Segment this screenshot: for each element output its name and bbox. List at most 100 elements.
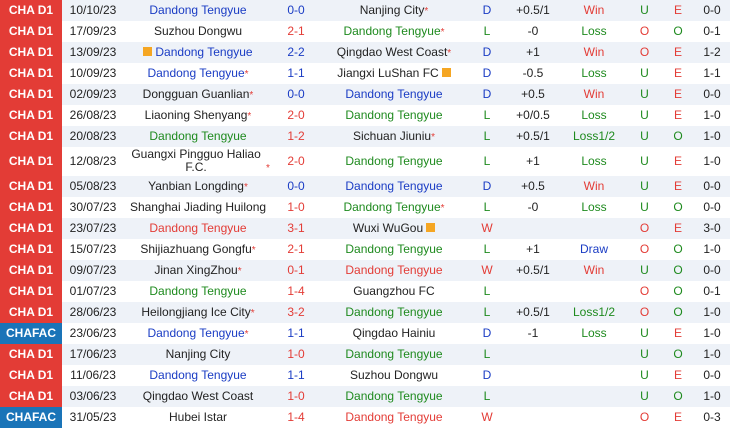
home-team[interactable]: Shijiazhuang Gongfu* (124, 239, 272, 260)
away-team[interactable]: Dandong Tengyue (320, 386, 468, 407)
home-team[interactable]: Qingdao West Coast (124, 386, 272, 407)
away-team[interactable]: Dandong Tengyue (320, 84, 468, 105)
home-team-name[interactable]: Suzhou Dongwu (153, 24, 243, 38)
home-team-name[interactable]: Shanghai Jiading Huilong (129, 200, 267, 214)
league-badge[interactable]: CHA D1 (0, 126, 62, 147)
home-team-name[interactable]: Heilongjiang Ice City (141, 304, 251, 319)
score[interactable]: 1-4 (272, 407, 320, 428)
score[interactable]: 0-0 (272, 84, 320, 105)
home-team-name[interactable]: Guangxi Pingguo Haliao F.C. (131, 147, 261, 174)
home-team[interactable]: Dandong Tengyue (124, 281, 272, 302)
score[interactable]: 2-0 (272, 147, 320, 176)
league-badge[interactable]: CHA D1 (0, 302, 62, 323)
home-team[interactable]: Dandong Tengyue (124, 0, 272, 21)
away-team-name[interactable]: Dandong Tengyue (345, 179, 443, 193)
score[interactable]: 0-1 (272, 260, 320, 281)
away-team-name[interactable]: Dandong Tengyue (345, 305, 443, 319)
home-team-name[interactable]: Dandong Tengyue (147, 325, 245, 340)
away-team-name[interactable]: Dandong Tengyue (345, 87, 443, 101)
home-team[interactable]: Dandong Tengyue (124, 126, 272, 147)
home-team[interactable]: Dandong Tengyue* (124, 63, 272, 84)
away-team[interactable]: Dandong Tengyue (320, 147, 468, 176)
score[interactable]: 2-1 (272, 21, 320, 42)
home-team[interactable]: Liaoning Shenyang* (124, 105, 272, 126)
away-team[interactable]: Wuxi WuGou (320, 218, 468, 239)
away-team-name[interactable]: Jiangxi LuShan FC (337, 66, 439, 80)
away-team-name[interactable]: Dandong Tengyue (343, 23, 441, 38)
league-badge[interactable]: CHA D1 (0, 63, 62, 84)
score[interactable]: 2-1 (272, 239, 320, 260)
league-badge[interactable]: CHA D1 (0, 0, 62, 21)
away-team-name[interactable]: Dandong Tengyue (345, 347, 443, 361)
score[interactable]: 3-2 (272, 302, 320, 323)
away-team-name[interactable]: Dandong Tengyue (345, 410, 443, 424)
away-team[interactable]: Dandong Tengyue* (320, 21, 468, 42)
league-badge[interactable]: CHA D1 (0, 84, 62, 105)
away-team[interactable]: Jiangxi LuShan FC (320, 63, 468, 84)
score[interactable]: 1-0 (272, 197, 320, 218)
league-badge[interactable]: CHA D1 (0, 147, 62, 176)
away-team-name[interactable]: Qingdao Hainiu (352, 326, 436, 340)
home-team-name[interactable]: Dandong Tengyue (149, 368, 247, 382)
home-team[interactable]: Shanghai Jiading Huilong (124, 197, 272, 218)
league-badge[interactable]: CHAFAC (0, 407, 62, 428)
home-team[interactable]: Dandong Tengyue (124, 218, 272, 239)
home-team[interactable]: Dandong Tengyue* (124, 323, 272, 344)
score[interactable]: 1-1 (272, 365, 320, 386)
away-team-name[interactable]: Dandong Tengyue (345, 108, 443, 122)
score[interactable]: 1-0 (272, 386, 320, 407)
away-team[interactable]: Dandong Tengyue (320, 176, 468, 197)
home-team-name[interactable]: Qingdao West Coast (142, 389, 254, 403)
away-team[interactable]: Dandong Tengyue (320, 105, 468, 126)
league-badge[interactable]: CHA D1 (0, 218, 62, 239)
score[interactable]: 1-0 (272, 344, 320, 365)
away-team-name[interactable]: Dandong Tengyue (343, 199, 441, 214)
league-badge[interactable]: CHA D1 (0, 344, 62, 365)
away-team-name[interactable]: Guangzhou FC (353, 284, 435, 298)
away-team[interactable]: Dandong Tengyue* (320, 197, 468, 218)
home-team[interactable]: Guangxi Pingguo Haliao F.C. * (124, 147, 272, 176)
away-team[interactable]: Dandong Tengyue (320, 407, 468, 428)
home-team-name[interactable]: Jinan XingZhou (154, 262, 238, 277)
away-team[interactable]: Dandong Tengyue (320, 260, 468, 281)
league-badge[interactable]: CHA D1 (0, 386, 62, 407)
away-team-name[interactable]: Qingdao West Coast (336, 44, 448, 59)
home-team-name[interactable]: Dandong Tengyue (147, 65, 245, 80)
score[interactable]: 2-0 (272, 105, 320, 126)
league-badge[interactable]: CHAFAC (0, 323, 62, 344)
home-team-name[interactable]: Liaoning Shenyang (144, 107, 248, 122)
home-team-name[interactable]: Dongguan Guanlian (142, 86, 250, 101)
home-team[interactable]: Hubei Istar (124, 407, 272, 428)
away-team[interactable]: Guangzhou FC (320, 281, 468, 302)
league-badge[interactable]: CHA D1 (0, 365, 62, 386)
away-team[interactable]: Dandong Tengyue (320, 239, 468, 260)
away-team[interactable]: Qingdao West Coast* (320, 42, 468, 63)
league-badge[interactable]: CHA D1 (0, 239, 62, 260)
home-team[interactable]: Dandong Tengyue (124, 42, 272, 63)
away-team-name[interactable]: Wuxi WuGou (352, 221, 424, 235)
home-team-name[interactable]: Dandong Tengyue (155, 45, 253, 59)
away-team[interactable]: Dandong Tengyue (320, 302, 468, 323)
home-team-name[interactable]: Dandong Tengyue (149, 129, 247, 143)
home-team[interactable]: Dandong Tengyue (124, 365, 272, 386)
home-team-name[interactable]: Dandong Tengyue (149, 284, 247, 298)
away-team-name[interactable]: Dandong Tengyue (345, 389, 443, 403)
home-team-name[interactable]: Hubei Istar (168, 410, 228, 424)
home-team-name[interactable]: Nanjing City (165, 347, 231, 361)
home-team-name[interactable]: Shijiazhuang Gongfu (140, 241, 252, 256)
home-team-name[interactable]: Dandong Tengyue (149, 221, 247, 235)
away-team-name[interactable]: Dandong Tengyue (345, 154, 443, 168)
away-team-name[interactable]: Dandong Tengyue (345, 242, 443, 256)
score[interactable]: 1-1 (272, 323, 320, 344)
league-badge[interactable]: CHA D1 (0, 260, 62, 281)
away-team-name[interactable]: Nanjing City (359, 2, 425, 17)
home-team-name[interactable]: Yanbian Longding (148, 178, 244, 193)
score[interactable]: 1-2 (272, 126, 320, 147)
away-team[interactable]: Qingdao Hainiu (320, 323, 468, 344)
away-team[interactable]: Sichuan Jiuniu* (320, 126, 468, 147)
home-team[interactable]: Heilongjiang Ice City* (124, 302, 272, 323)
home-team[interactable]: Yanbian Longding* (124, 176, 272, 197)
home-team[interactable]: Dongguan Guanlian* (124, 84, 272, 105)
away-team-name[interactable]: Sichuan Jiuniu (353, 128, 432, 143)
away-team-name[interactable]: Dandong Tengyue (345, 263, 443, 277)
